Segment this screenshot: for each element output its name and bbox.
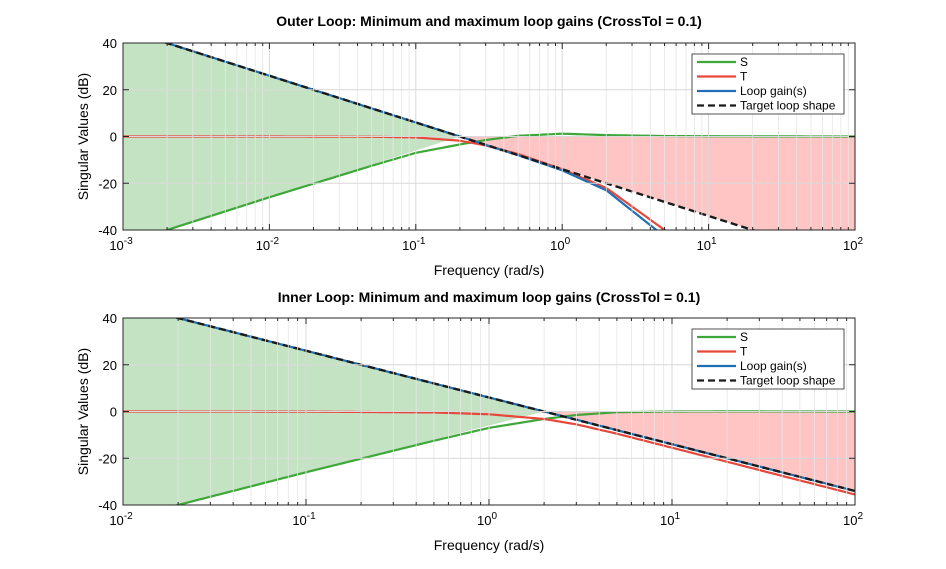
chart0-x-tick-label: 102 [843,236,863,253]
chart1-x-axis-label: Frequency (rad/s) [434,537,544,553]
chart0-x-tick-label: 10-1 [402,236,426,253]
chart0-y-tick-label: 20 [103,83,117,98]
chart1-legend-label-s: S [740,330,748,344]
inner-loop-plot: 10-2 10-1 100 101 102 40 20 0 -20 -40 Inner Loop: … [75,289,863,553]
chart1-x-tick-label: 102 [843,511,863,528]
chart0-x-tick-label: 10-2 [256,236,280,253]
chart0-series-target-loop-shape [162,43,757,230]
chart0-title: Outer Loop: Minimum and maximum loop gai… [276,13,702,29]
chart1-x-tick-label: 101 [660,511,680,528]
chart1-ticks [122,317,856,506]
chart1-legend-label-loop-gain-s: Loop gain(s) [740,359,807,373]
chart1-y-tick-label: -40 [98,498,117,513]
chart1-x-tick-label: 100 [477,511,497,528]
chart0-grid [122,42,856,231]
chart0-legend-box [691,53,845,115]
chart1-x-tick-label: 10-2 [109,511,133,528]
chart0-y-tick-label: -40 [98,223,117,238]
chart0-legend-label-loop-gain-s: Loop gain(s) [740,84,807,98]
chart0-legend-label-s: S [740,55,748,69]
chart0-legend-label-t: T [740,70,748,84]
chart1-y-tick-label: 40 [103,311,117,326]
chart0-y-tick-label: 0 [110,130,117,145]
chart1-y-tick-label: 20 [103,358,117,373]
chart1-x-tick-label: 10-1 [292,511,316,528]
chart1-y-tick-label: 0 [110,405,117,420]
chart0-x-tick-label: 100 [550,236,570,253]
chart1-legend-label-target-loop-shape: Target loop shape [740,374,836,388]
chart0-ticks [122,42,856,231]
chart0-y-tick-label: -20 [98,176,117,191]
chart1-legend-label-t: T [740,345,748,359]
chart1-y-axis-label: Singular Values (dB) [75,348,91,475]
chart0-x-axis-label: Frequency (rad/s) [434,262,544,278]
chart0-x-tick-label: 10-3 [109,236,133,253]
chart1-y-tick-label: -20 [98,451,117,466]
chart0-legend-label-target-loop-shape: Target loop shape [740,99,836,113]
chart1-title: Inner Loop: Minimum and maximum loop gai… [278,289,701,305]
outer-loop-plot: 10-3 10-2 10-1 100 101 102 40 20 0 -20 -40 Outer Lo… [75,13,863,278]
chart0-x-tick-label: 101 [697,236,717,253]
chart0-y-axis-label: Singular Values (dB) [75,73,91,200]
chart1-legend-box [691,328,845,390]
chart0-y-tick-label: 40 [103,36,117,51]
